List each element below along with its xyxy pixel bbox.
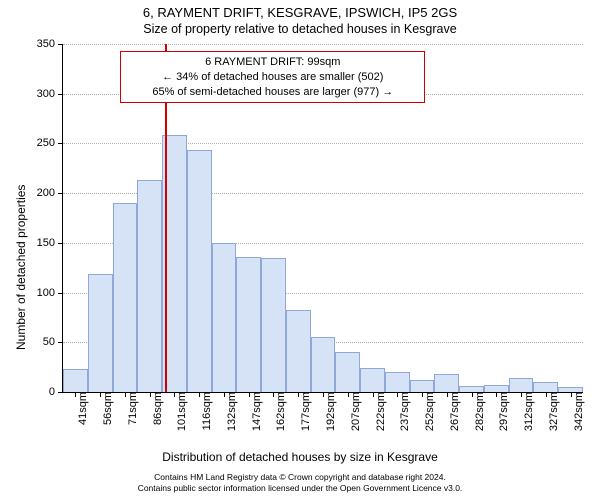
x-tick-label: 282sqm xyxy=(468,392,486,431)
x-tick-label: 177sqm xyxy=(294,392,312,431)
y-tick-label: 300 xyxy=(37,88,63,100)
x-tick-label: 101sqm xyxy=(170,392,188,431)
y-tick-label: 0 xyxy=(49,386,63,398)
chart-container: 6, RAYMENT DRIFT, KESGRAVE, IPSWICH, IP5… xyxy=(0,0,600,500)
y-axis-label: Number of detached properties xyxy=(14,185,28,350)
histogram-bar xyxy=(113,203,138,392)
footer: Contains HM Land Registry data © Crown c… xyxy=(0,472,600,494)
x-tick-label: 147sqm xyxy=(245,392,263,431)
x-tick-label: 312sqm xyxy=(517,392,535,431)
histogram-bar xyxy=(286,310,311,392)
x-tick-label: 116sqm xyxy=(195,392,213,430)
annotation-line-1: 6 RAYMENT DRIFT: 99sqm xyxy=(127,55,418,70)
x-tick-label: 222sqm xyxy=(369,392,387,431)
histogram-bar xyxy=(410,380,435,392)
x-tick-label: 132sqm xyxy=(220,392,238,431)
histogram-bar xyxy=(88,274,113,392)
histogram-bar xyxy=(137,180,162,392)
x-tick-label: 192sqm xyxy=(319,392,337,431)
y-tick-label: 150 xyxy=(37,237,63,249)
footer-line-1: Contains HM Land Registry data © Crown c… xyxy=(0,472,600,483)
y-tick-label: 250 xyxy=(37,137,63,149)
x-tick-label: 267sqm xyxy=(443,392,461,431)
histogram-bar xyxy=(63,369,88,392)
y-tick-label: 350 xyxy=(37,38,63,50)
histogram-bar xyxy=(236,257,261,392)
x-tick-label: 71sqm xyxy=(121,392,139,425)
histogram-bar xyxy=(484,385,509,392)
histogram-bar xyxy=(533,382,558,392)
histogram-bar xyxy=(335,352,360,392)
annotation-line-3: 65% of semi-detached houses are larger (… xyxy=(127,85,418,100)
annotation-line-2: ← 34% of detached houses are smaller (50… xyxy=(127,70,418,85)
x-tick-label: 41sqm xyxy=(71,392,89,425)
histogram-bar xyxy=(360,368,385,392)
x-tick-label: 327sqm xyxy=(542,392,560,431)
histogram-bar xyxy=(385,372,410,392)
x-tick-label: 237sqm xyxy=(393,392,411,431)
x-tick-label: 162sqm xyxy=(269,392,287,431)
histogram-bar xyxy=(212,243,237,392)
x-axis-label: Distribution of detached houses by size … xyxy=(0,450,600,464)
footer-line-2: Contains public sector information licen… xyxy=(0,483,600,494)
plot-area: 05010015020025030035041sqm56sqm71sqm86sq… xyxy=(62,44,583,393)
x-tick-label: 56sqm xyxy=(96,392,114,425)
histogram-bar xyxy=(261,258,286,392)
gridline xyxy=(63,143,583,144)
histogram-bar xyxy=(434,374,459,392)
x-tick-label: 252sqm xyxy=(418,392,436,431)
x-tick-label: 86sqm xyxy=(146,392,164,425)
y-tick-label: 200 xyxy=(37,187,63,199)
chart-subtitle: Size of property relative to detached ho… xyxy=(0,22,600,36)
x-tick-label: 297sqm xyxy=(492,392,510,431)
histogram-bar xyxy=(311,337,336,392)
histogram-bar xyxy=(509,378,534,392)
gridline xyxy=(63,44,583,45)
histogram-bar xyxy=(187,150,212,392)
x-tick-label: 207sqm xyxy=(344,392,362,431)
chart-title: 6, RAYMENT DRIFT, KESGRAVE, IPSWICH, IP5… xyxy=(0,5,600,20)
annotation-box: 6 RAYMENT DRIFT: 99sqm← 34% of detached … xyxy=(120,51,425,104)
y-tick-label: 50 xyxy=(43,336,63,348)
y-tick-label: 100 xyxy=(37,287,63,299)
x-tick-label: 342sqm xyxy=(567,392,585,431)
